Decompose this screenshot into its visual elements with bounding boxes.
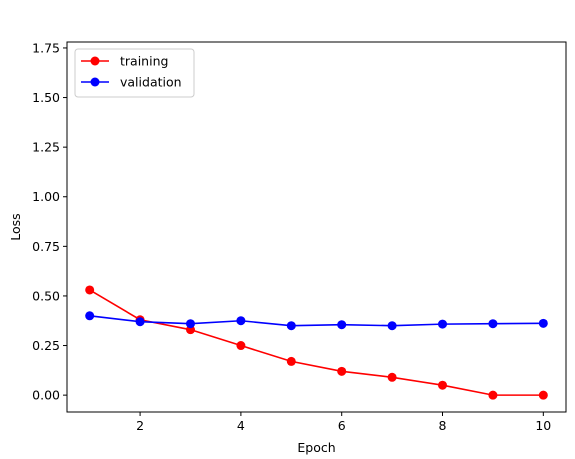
y-tick-label: 1.00	[32, 189, 60, 204]
legend-item-training: training	[81, 54, 168, 69]
x-axis-label: Epoch	[297, 440, 335, 455]
validation-point	[387, 321, 397, 331]
series-layer	[85, 285, 548, 400]
validation-point	[135, 317, 145, 327]
y-tick-label: 1.25	[32, 140, 60, 155]
y-tick-label: 0.75	[32, 239, 60, 254]
x-tick-label: 4	[237, 418, 245, 433]
legend-label: validation	[120, 75, 182, 90]
axes-frame	[66, 41, 567, 413]
y-tick-label: 0.25	[32, 338, 60, 353]
training-point	[337, 366, 347, 376]
validation-point	[538, 318, 548, 328]
training-point	[488, 390, 498, 400]
legend-marker	[90, 56, 100, 66]
legend-marker	[90, 77, 100, 87]
training-point	[236, 341, 246, 351]
x-axis-ticks: 2 4 6 8 10	[136, 412, 551, 433]
y-tick-label: 1.75	[32, 40, 60, 55]
validation-point	[85, 311, 95, 321]
training-point	[387, 372, 397, 382]
y-tick-label: 0.00	[32, 388, 60, 403]
x-tick-label: 10	[535, 418, 551, 433]
validation-point	[438, 319, 448, 329]
validation-point	[488, 319, 498, 329]
validation-point	[337, 320, 347, 330]
validation-point	[185, 319, 195, 329]
training-point	[85, 285, 95, 295]
y-tick-label: 0.50	[32, 288, 60, 303]
y-tick-label: 1.50	[32, 90, 60, 105]
legend-item-validation: validation	[81, 75, 182, 90]
y-axis-ticks: 0.00 0.25 0.50 0.75 1.00 1.25 1.50 1.75	[32, 40, 67, 403]
plot-background	[67, 42, 566, 412]
x-tick-label: 2	[136, 418, 144, 433]
series-validation	[85, 311, 548, 331]
training-line	[89, 289, 544, 396]
validation-point	[236, 316, 246, 326]
series-training	[85, 285, 548, 400]
training-point	[538, 390, 548, 400]
x-tick-label: 6	[338, 418, 346, 433]
y-axis-label: Loss	[8, 213, 23, 240]
validation-point	[286, 321, 296, 331]
training-point	[286, 356, 296, 366]
x-tick-label: 8	[439, 418, 447, 433]
training-point	[438, 380, 448, 390]
legend-label: training	[120, 54, 168, 69]
legend: training validation	[74, 48, 195, 98]
validation-line	[89, 314, 544, 327]
